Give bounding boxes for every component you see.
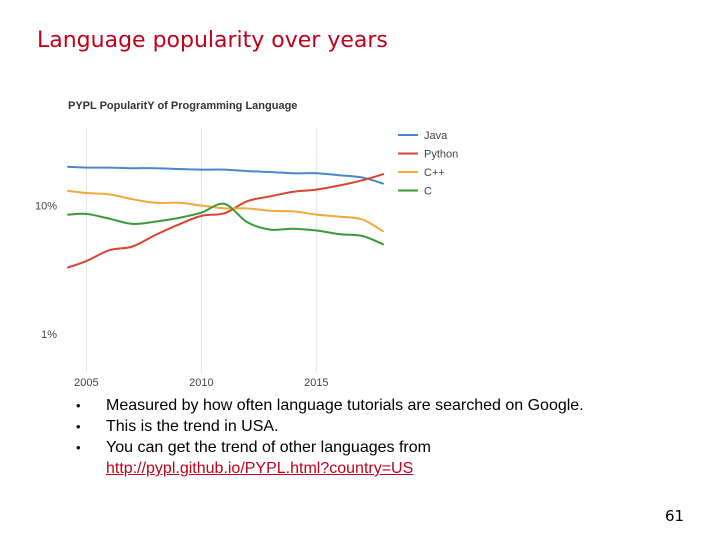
series-line-c: [67, 202, 384, 246]
x-tick-label: 2010: [189, 377, 213, 389]
bullet-text: This is the trend in USA.: [106, 418, 279, 435]
chart-title: PYPL PopularitY of Programming Language: [68, 100, 297, 112]
bullet-list: • Measured by how often language tutoria…: [76, 395, 696, 479]
series-layer: [67, 165, 384, 269]
bullet-link-row: http://pypl.github.io/PYPL.html?country=…: [76, 458, 696, 479]
y-tick-label: 1%: [41, 329, 57, 341]
series-line-java: [67, 165, 384, 185]
pypl-link[interactable]: http://pypl.github.io/PYPL.html?country=…: [106, 460, 414, 477]
slide-title: Language popularity over years: [37, 28, 388, 53]
grid-lines: [85, 128, 317, 373]
series-line-cpp: [67, 189, 384, 233]
legend: Java Python C++ C: [398, 130, 458, 198]
chart-svg: PYPL PopularitY of Programming Language …: [35, 100, 458, 389]
tick-labels: 2005 2010 2015 10% 1%: [35, 201, 329, 389]
bullet-text: You can get the trend of other languages…: [106, 439, 431, 456]
chart: PYPL PopularitY of Programming Language …: [35, 100, 458, 389]
bullet-marker: •: [76, 440, 81, 455]
bullet-text: Measured by how often language tutorials…: [106, 397, 584, 414]
bullet-item: • You can get the trend of other languag…: [76, 437, 696, 458]
y-tick-label: 10%: [35, 201, 57, 213]
x-tick-label: 2015: [304, 377, 328, 389]
x-tick-label: 2005: [74, 377, 98, 389]
bullet-item: • Measured by how often language tutoria…: [76, 395, 696, 416]
series-line-python: [67, 173, 384, 269]
bullet-marker: •: [76, 398, 81, 413]
legend-label-python: Python: [424, 149, 458, 161]
legend-label-cpp: C++: [424, 167, 445, 179]
bullet-marker: •: [76, 419, 81, 434]
legend-label-java: Java: [424, 130, 448, 142]
bullet-item: • This is the trend in USA.: [76, 416, 696, 437]
legend-label-c: C: [424, 186, 432, 198]
page-number: 61: [665, 507, 685, 525]
